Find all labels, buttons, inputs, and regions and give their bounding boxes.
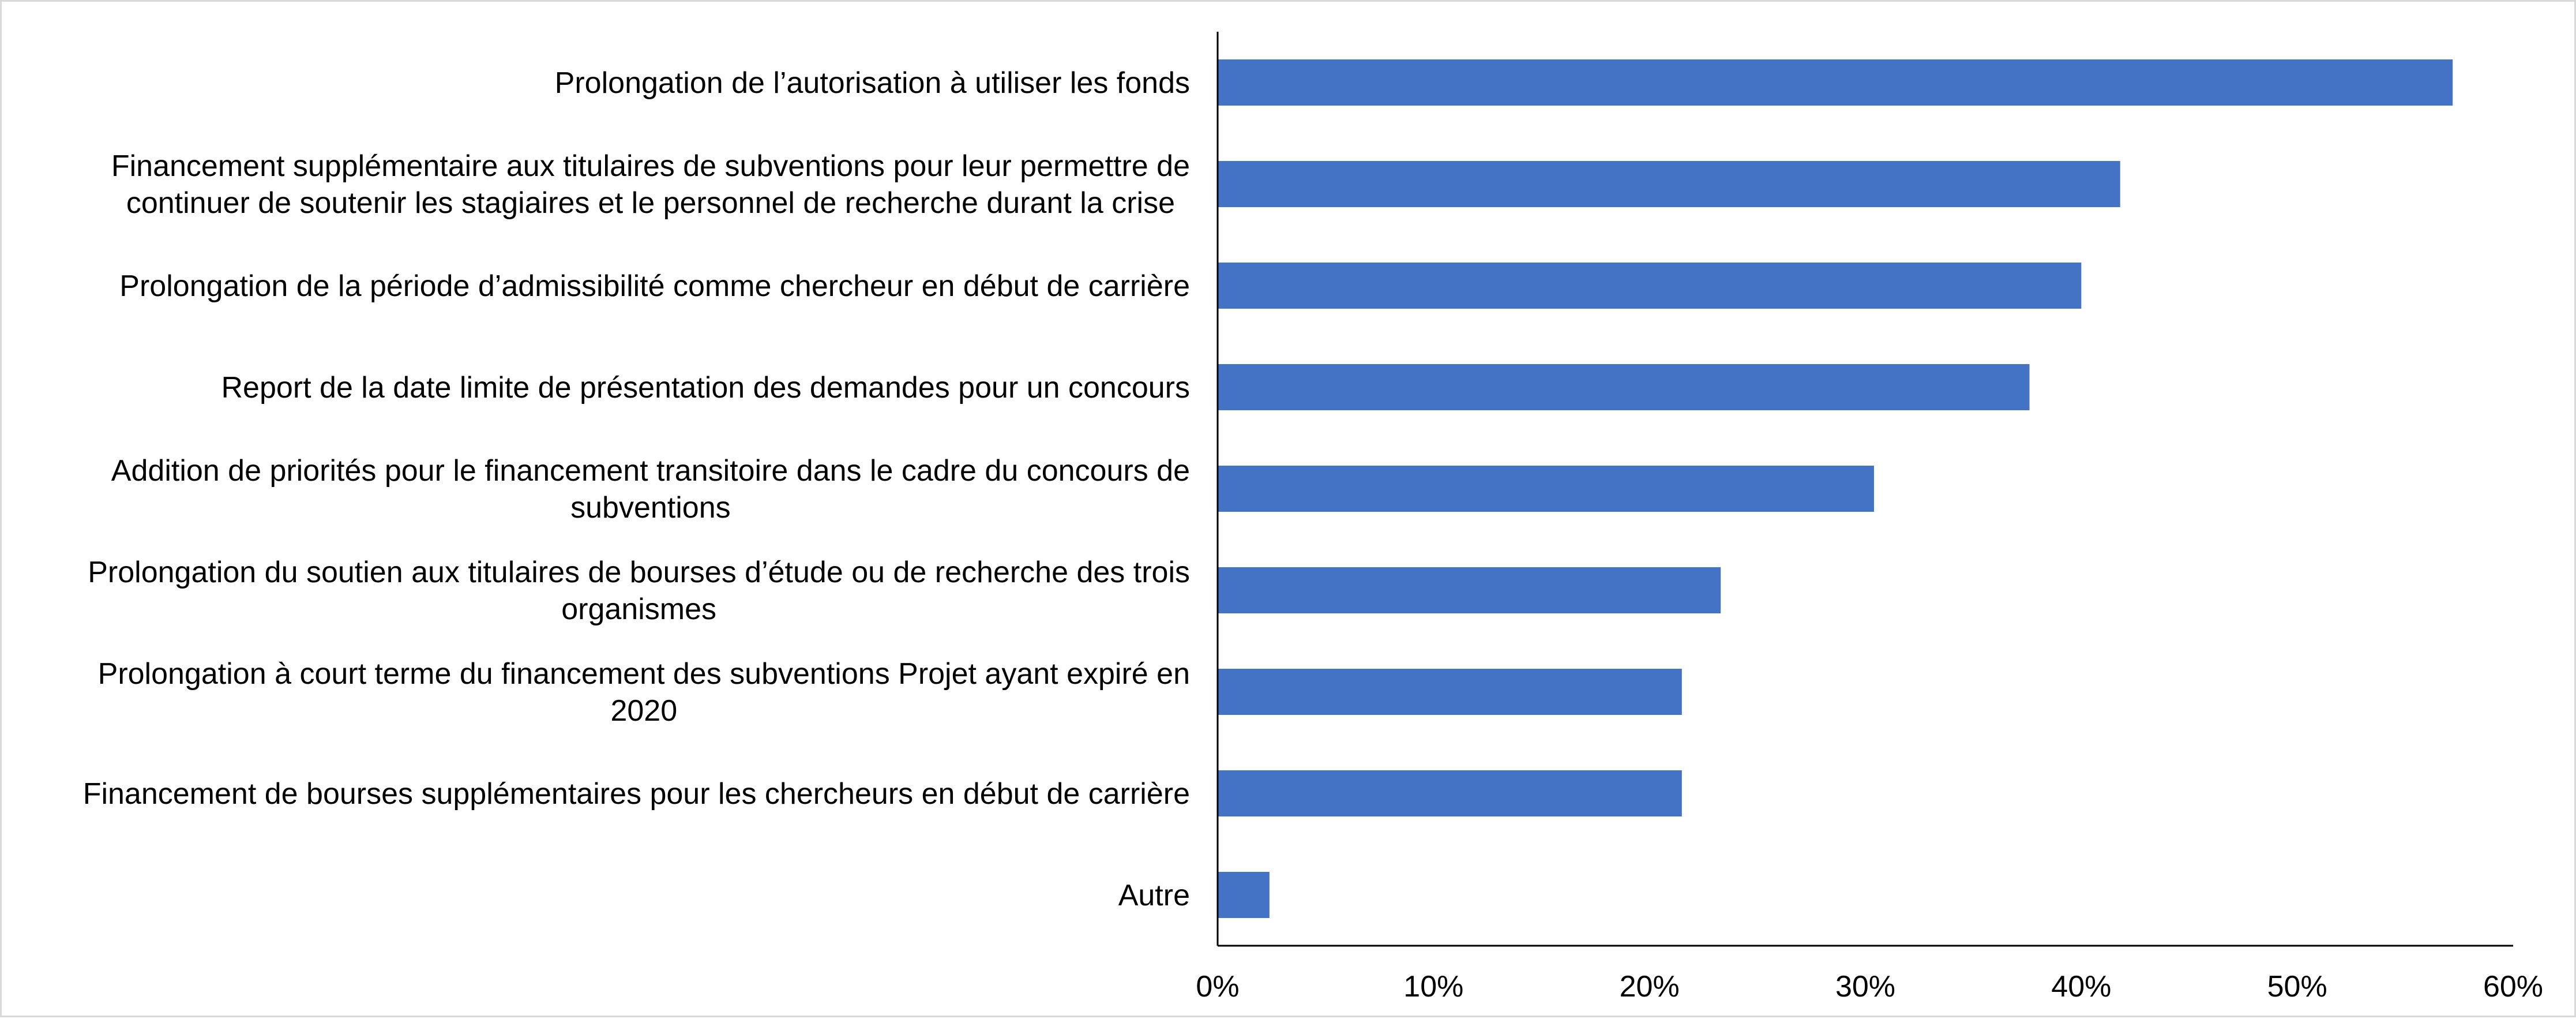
x-axis-tick-labels: 0% 10% 20% 30% 40% 50% 60% <box>1196 970 2543 1003</box>
category-label-6: Prolongation du soutien aux titulaires d… <box>88 556 1190 626</box>
category-label-5: Addition de priorités pour le financemen… <box>111 454 1190 525</box>
bar-2 <box>1218 161 2120 207</box>
bar-5 <box>1218 466 1874 512</box>
bar-7 <box>1218 669 1682 715</box>
x-tick-label: 20% <box>1620 970 1680 1003</box>
axes <box>1216 32 2513 947</box>
x-tick-label: 0% <box>1196 970 1239 1003</box>
bar-1 <box>1218 59 2453 106</box>
category-label-3: Prolongation de la période d’admissibili… <box>119 269 1190 303</box>
x-tick-label: 50% <box>2267 970 2327 1003</box>
bar-6 <box>1218 567 1721 613</box>
x-tick-label: 30% <box>1835 970 1895 1003</box>
bar-3 <box>1218 263 2082 309</box>
category-label-4: Report de la date limite de présentation… <box>221 371 1191 404</box>
x-tick-label: 40% <box>2051 970 2111 1003</box>
x-tick-label: 60% <box>2483 970 2543 1003</box>
category-labels: Prolongation de l’autorisation à utilise… <box>83 66 1190 912</box>
category-label-1: Prolongation de l’autorisation à utilise… <box>555 66 1190 100</box>
bar-8 <box>1218 770 1682 816</box>
bar-4 <box>1218 364 2030 410</box>
bars-group <box>1218 59 2453 918</box>
bar-9 <box>1218 872 1270 918</box>
category-label-9: Autre <box>1118 879 1190 912</box>
category-label-7: Prolongation à court terme du financemen… <box>98 657 1190 728</box>
category-label-2: Financement supplémentaire aux titulaire… <box>111 149 1190 220</box>
x-tick-label: 10% <box>1403 970 1463 1003</box>
category-label-8: Financement de bourses supplémentaires p… <box>83 777 1190 811</box>
